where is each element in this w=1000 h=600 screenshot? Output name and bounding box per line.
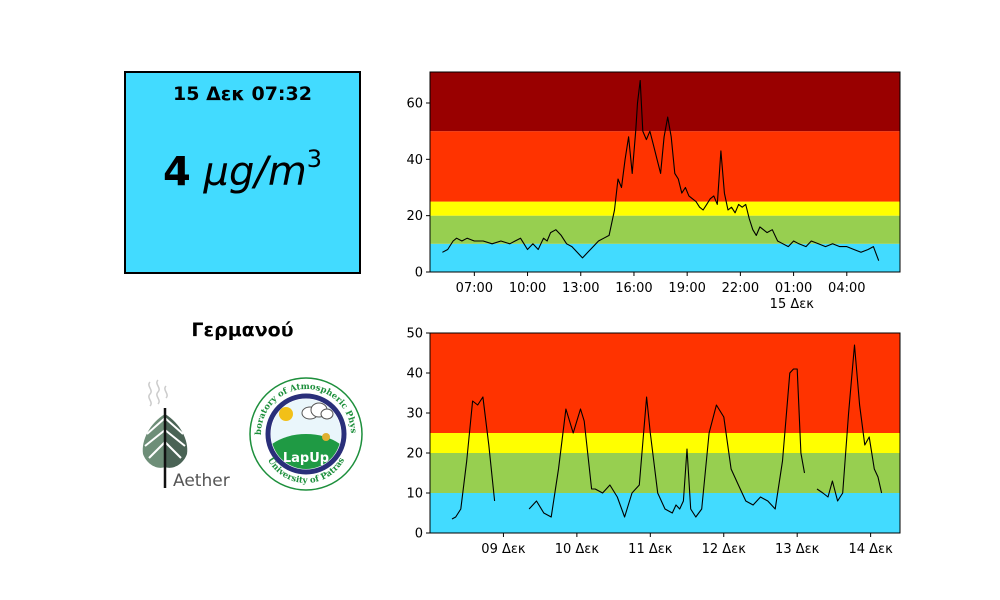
x-tick-label: 13 Δεκ (775, 542, 820, 557)
x-tick-label: 14 Δεκ (848, 542, 893, 557)
reading-unit-base: μg/m (203, 149, 307, 196)
reading-unit: μg/m3 (203, 145, 323, 196)
leaf-icon (142, 408, 188, 488)
smoke-icon (148, 379, 168, 407)
x-date-sublabel: 15 Δεκ (770, 297, 815, 312)
y-tick-label: 40 (406, 367, 423, 382)
band-very_poor (430, 72, 900, 132)
series-line-segment-2 (528, 368, 806, 518)
aether-logo: Aether (142, 379, 230, 491)
x-tick-label: 12 Δεκ (702, 542, 747, 557)
plot-frame (429, 71, 901, 273)
x-tick-label: 09 Δεκ (481, 542, 526, 557)
station-name: Γερμανού (191, 319, 294, 341)
current-reading-box: 15 Δεκ 07:32 4 μg/m3 (124, 71, 361, 274)
plot-frame (429, 332, 901, 534)
x-tick-label: 10 Δεκ (555, 542, 600, 557)
y-tick-label: 40 (406, 153, 423, 168)
band-poor (430, 131, 900, 202)
x-tick-label: 22:00 (722, 281, 759, 296)
x-tick-label: 04:00 (828, 281, 865, 296)
x-tick-label: 10:00 (509, 281, 546, 296)
y-tick-label: 50 (406, 327, 423, 342)
y-tick-label: 0 (415, 527, 423, 542)
reading-timestamp: 15 Δεκ 07:32 (173, 83, 312, 105)
x-tick-label: 19:00 (668, 281, 705, 296)
x-tick-label: 01:00 (775, 281, 812, 296)
reading-value: 4 (162, 149, 191, 196)
band-good (430, 243, 900, 272)
sun-icon (279, 407, 293, 421)
x-tick-label: 16:00 (615, 281, 652, 296)
lapup-label: LapUp (283, 451, 329, 466)
band-poor (430, 333, 900, 433)
band-moderate (430, 201, 900, 216)
reading-value-line: 4 μg/m3 (126, 145, 359, 196)
band-fair (430, 453, 900, 493)
reading-unit-exponent: 3 (306, 145, 323, 173)
lapup-logo: LapUp Laboratory of Atmospheric Physics … (248, 376, 363, 491)
aether-wordmark: Aether (173, 471, 230, 491)
band-moderate (430, 433, 900, 453)
y-tick-label: 20 (406, 209, 423, 224)
sensor-icon (322, 433, 330, 441)
y-tick-label: 20 (406, 447, 423, 462)
x-tick-label: 07:00 (456, 281, 493, 296)
y-tick-label: 60 (406, 96, 423, 111)
x-tick-label: 11 Δεκ (628, 542, 673, 557)
y-tick-label: 30 (406, 407, 423, 422)
y-tick-label: 0 (415, 266, 423, 281)
cloud-icon (301, 402, 334, 420)
band-good (430, 493, 900, 533)
y-tick-label: 10 (406, 487, 423, 502)
band-fair (430, 215, 900, 244)
series-line-segment-3 (816, 344, 883, 502)
series-line-segment-1 (451, 396, 496, 520)
series-line-segment-1 (442, 79, 880, 261)
x-tick-label: 13:00 (562, 281, 599, 296)
